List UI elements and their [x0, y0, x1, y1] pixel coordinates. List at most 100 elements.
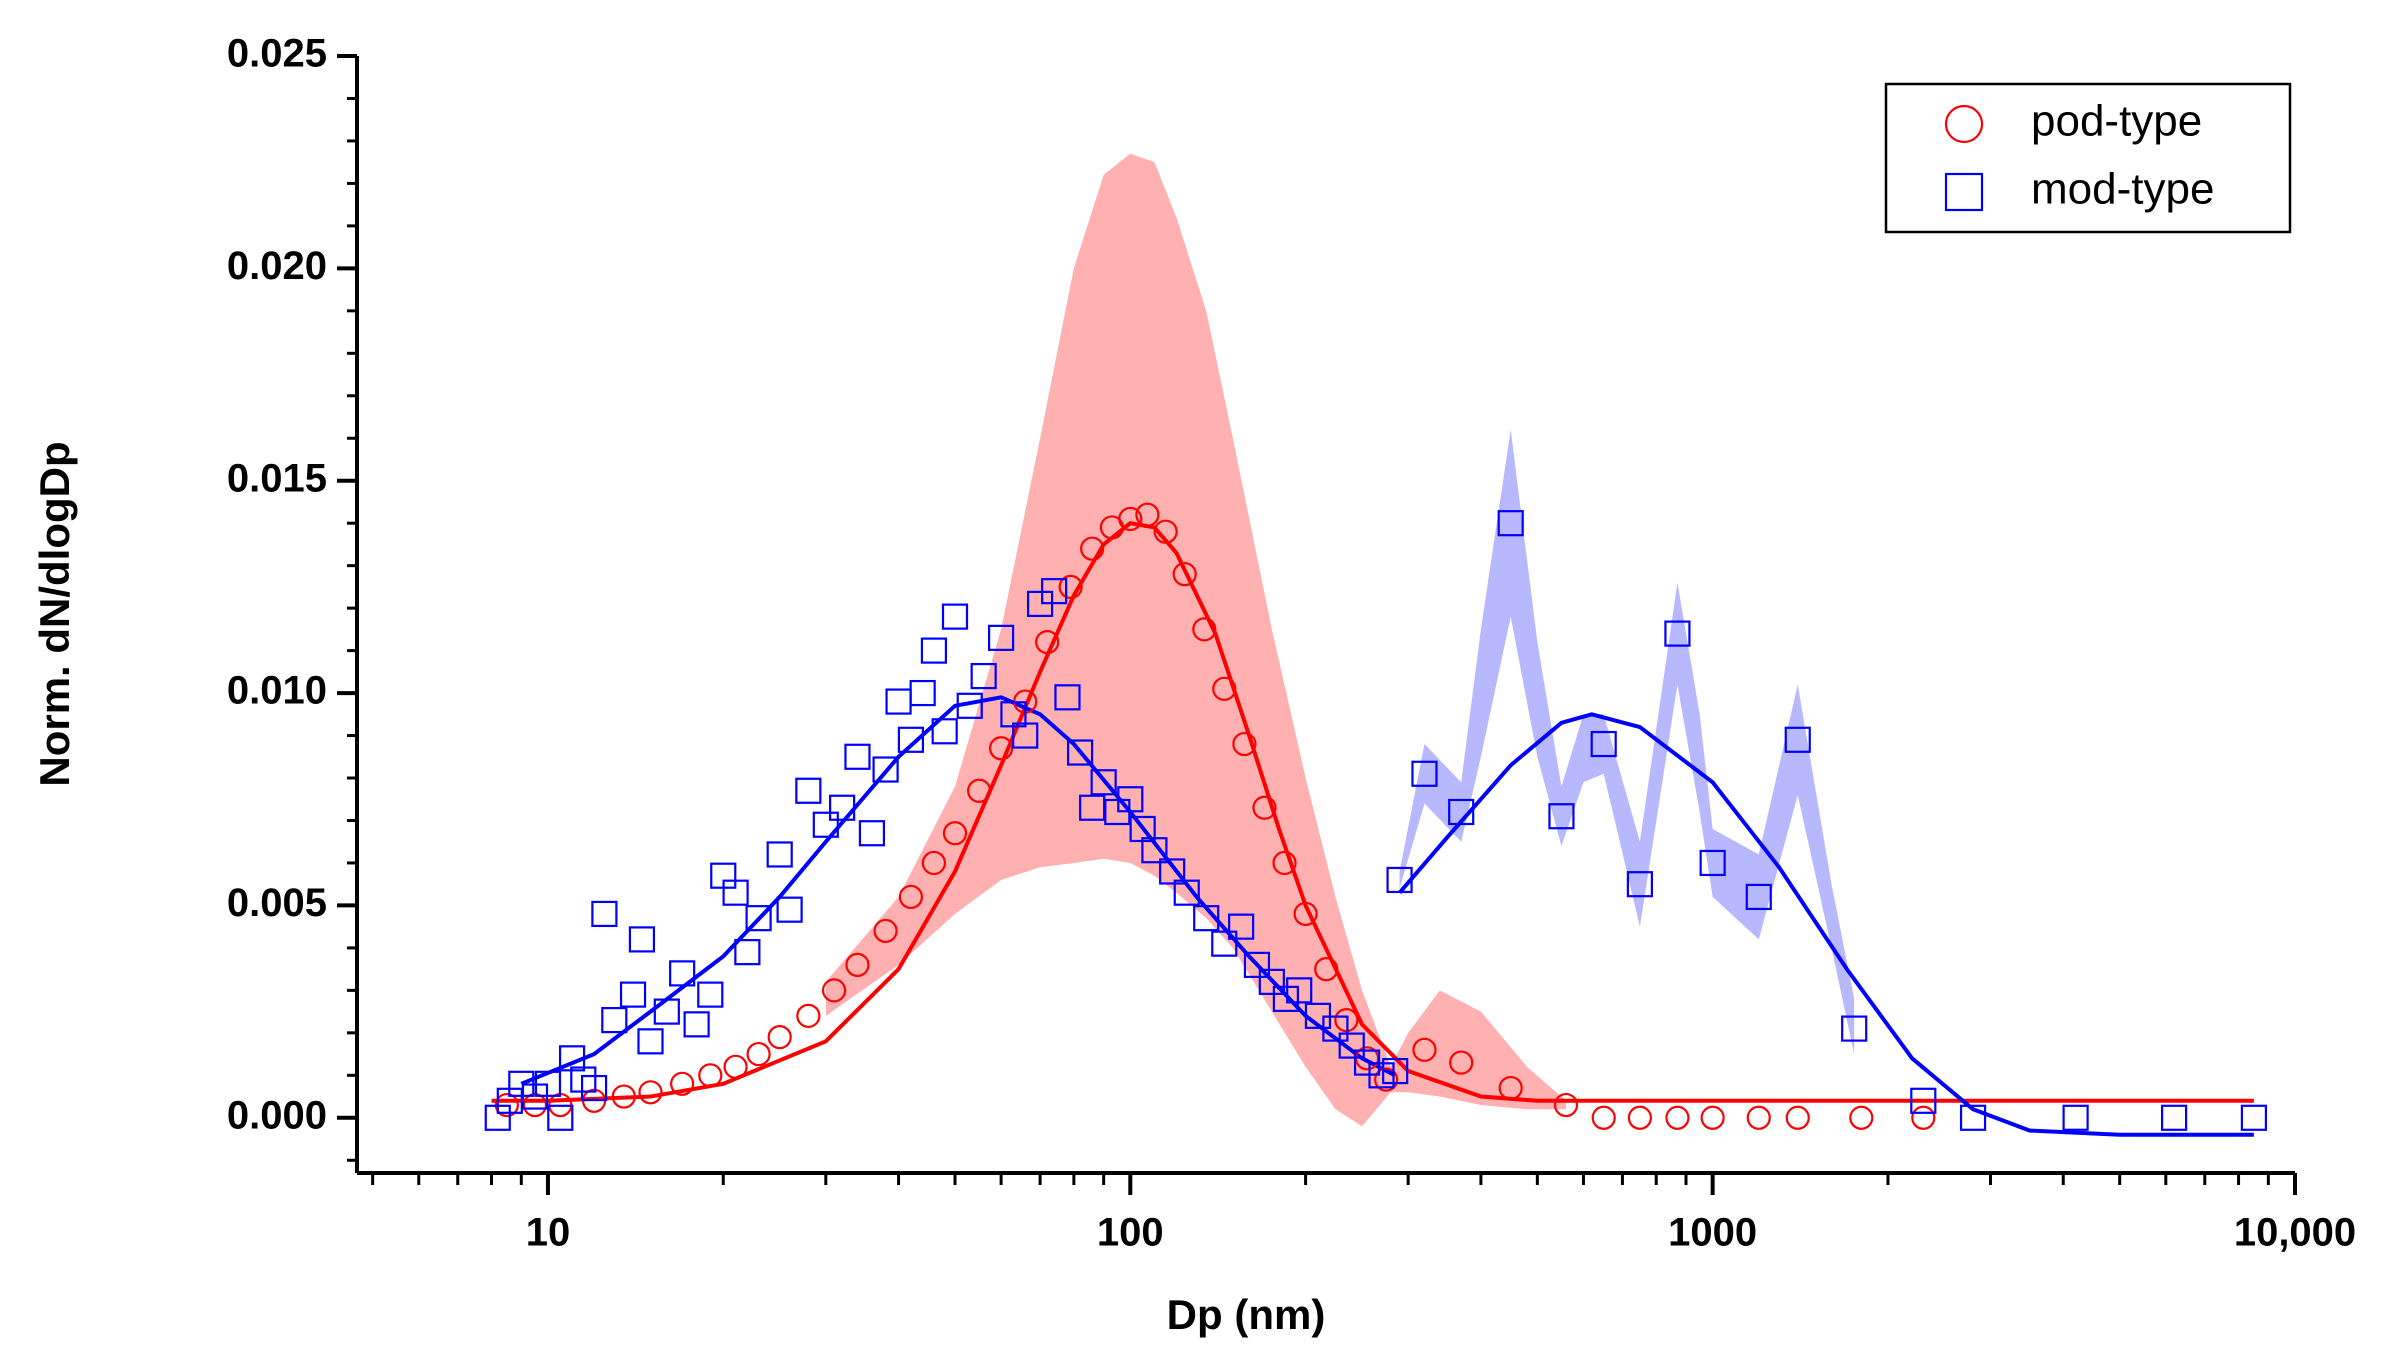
point — [897, 726, 925, 753]
point — [1153, 519, 1178, 544]
point — [956, 692, 983, 719]
point — [1700, 1105, 1725, 1130]
point — [931, 718, 958, 745]
point — [1448, 798, 1475, 826]
x-tick-label: 10 — [526, 1211, 571, 1255]
legend-label: mod-type — [2031, 165, 2214, 214]
x-tick-label: 100 — [1097, 1211, 1164, 1255]
point — [1293, 901, 1318, 927]
point — [1338, 1032, 1365, 1059]
point — [845, 952, 870, 977]
point — [1141, 837, 1168, 864]
point — [920, 637, 948, 664]
point — [1911, 1105, 1936, 1130]
point — [1090, 769, 1117, 796]
point — [767, 1024, 792, 1050]
point — [942, 821, 968, 846]
point — [1784, 726, 1811, 753]
point — [1211, 930, 1238, 957]
point — [1228, 913, 1255, 940]
legend-marker — [1944, 172, 1984, 212]
point — [1012, 722, 1039, 749]
y-axis-label: Norm. dN/dlogDp — [31, 441, 78, 786]
legend: pod-type mod-type — [1884, 82, 2292, 234]
point — [1785, 1105, 1810, 1130]
point — [1548, 803, 1575, 830]
point — [570, 1066, 597, 1093]
point — [1746, 1105, 1771, 1130]
point — [601, 1007, 628, 1034]
point — [844, 743, 871, 770]
point — [1135, 502, 1160, 527]
point — [1591, 1105, 1616, 1130]
point — [1067, 739, 1094, 766]
legend-marker — [1944, 104, 1984, 144]
point — [1498, 1075, 1523, 1101]
y-tick-label: 0.020 — [227, 244, 327, 288]
point — [921, 850, 947, 876]
point — [1449, 1050, 1474, 1075]
point — [1665, 1105, 1690, 1130]
series — [484, 510, 2267, 1131]
point — [1080, 536, 1105, 561]
point — [829, 794, 856, 821]
point — [941, 603, 969, 630]
x-tick-label: 1000 — [1668, 1211, 1757, 1255]
point — [1041, 578, 1068, 605]
x-tick-label: 10,000 — [2234, 1211, 2356, 1255]
point — [1058, 574, 1083, 599]
point — [1590, 730, 1617, 758]
point — [909, 679, 936, 707]
point — [821, 978, 847, 1003]
point — [1079, 794, 1106, 821]
point — [1173, 879, 1200, 906]
point — [1626, 871, 1653, 898]
point — [1035, 630, 1060, 655]
point — [885, 688, 912, 715]
y-tick-label: 0.005 — [227, 881, 327, 925]
point — [1272, 850, 1297, 876]
point — [1910, 1087, 1937, 1114]
point — [1193, 905, 1220, 932]
point — [1314, 957, 1339, 982]
error-band — [1399, 429, 1855, 1055]
legend-label: pod-type — [2031, 97, 2202, 146]
point — [1374, 1067, 1399, 1092]
point — [1243, 951, 1271, 978]
point — [1118, 506, 1143, 532]
point — [1664, 620, 1691, 647]
y-tick-label: 0.025 — [227, 32, 327, 76]
point — [580, 1074, 608, 1102]
point — [795, 777, 822, 804]
y-tick-label: 0.010 — [227, 669, 327, 713]
point — [873, 918, 898, 944]
point — [669, 960, 696, 987]
point — [1699, 849, 1726, 877]
point — [1382, 1057, 1409, 1085]
point — [746, 1041, 771, 1067]
point — [1258, 968, 1285, 995]
point — [766, 841, 793, 868]
y-tick-label: 0.015 — [227, 456, 327, 500]
point — [1849, 1105, 1874, 1130]
point — [1412, 1037, 1437, 1062]
point — [1368, 1062, 1395, 1089]
point — [2160, 1104, 2188, 1131]
point — [1627, 1105, 1652, 1130]
point — [796, 1003, 821, 1028]
point — [1386, 866, 1413, 894]
point — [1159, 858, 1186, 885]
point — [1841, 1015, 1868, 1042]
point — [812, 811, 839, 838]
point — [970, 662, 997, 690]
fit-line — [491, 521, 2254, 1103]
point — [734, 939, 761, 966]
point — [1232, 731, 1257, 757]
point — [653, 998, 680, 1025]
point — [872, 756, 899, 783]
point — [698, 1063, 723, 1088]
point — [611, 1084, 636, 1109]
point — [638, 1080, 663, 1105]
point — [547, 1104, 574, 1131]
